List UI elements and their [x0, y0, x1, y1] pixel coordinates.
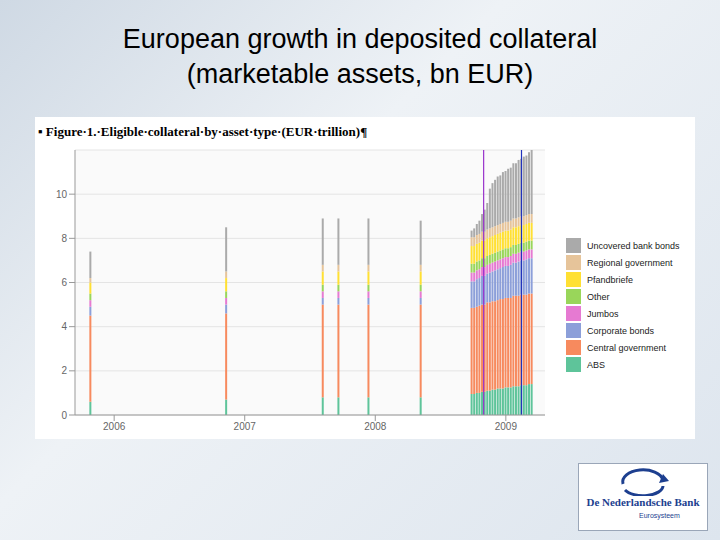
html-text:European growth in deposited c: European growth in deposited collateral …: [122, 24, 598, 89]
svg-text:10: 10: [56, 189, 68, 200]
html-text:Pfandbriefe: Pfandbriefe: [587, 274, 633, 285]
svg-text:2009: 2009: [495, 421, 518, 432]
svg-text:2008: 2008: [364, 421, 387, 432]
svg-text:6: 6: [61, 277, 67, 288]
svg-text:2006: 2006: [103, 421, 126, 432]
html-text:Eurosysteem: Eurosysteem: [639, 512, 680, 519]
html-text:Corporate bonds: Corporate bonds: [587, 325, 654, 336]
html-text:▪ Figure·1.·Eligible·collatera: ▪ Figure·1.·Eligible·collateral·by·asset…: [38, 124, 368, 139]
html-text:Other: Other: [587, 291, 610, 302]
html-text:De Nederlandsche Bank: De Nederlandsche Bank: [586, 496, 700, 508]
html-text:Uncovered bank bonds: Uncovered bank bonds: [587, 240, 680, 251]
svg-text:2007: 2007: [234, 421, 257, 432]
html-text:Regional government: Regional government: [587, 257, 673, 268]
svg-text:4: 4: [61, 321, 67, 332]
svg-text:2: 2: [61, 365, 67, 376]
html-text:ABS: ABS: [587, 359, 605, 370]
svg-text:8: 8: [61, 233, 67, 244]
html-text:Jumbos: Jumbos: [587, 308, 619, 319]
svg-text:0: 0: [61, 410, 67, 421]
html-text:Central government: Central government: [587, 342, 666, 353]
